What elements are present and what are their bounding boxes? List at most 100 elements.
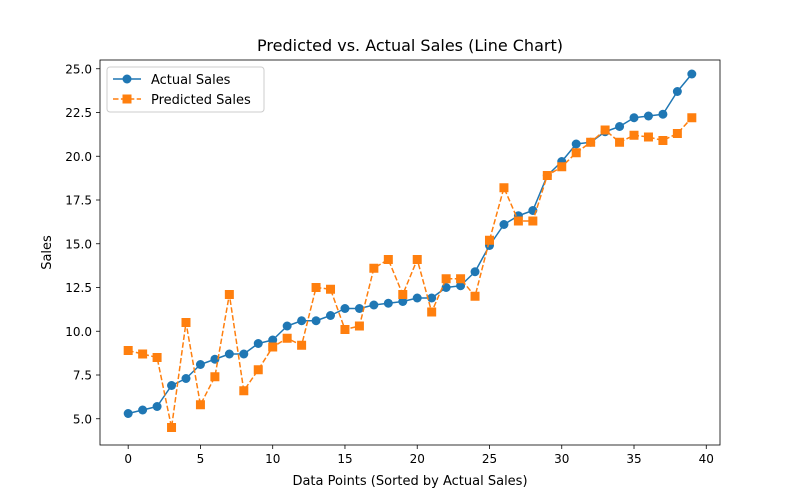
data-point-predicted-sales	[528, 216, 538, 226]
data-point-actual-sales	[297, 316, 307, 326]
data-point-actual-sales	[282, 321, 292, 331]
x-tick-label: 30	[554, 452, 569, 466]
legend-marker-predicted	[122, 94, 132, 104]
data-point-actual-sales	[239, 349, 249, 359]
data-point-predicted-sales	[224, 290, 234, 299]
x-tick-label: 15	[337, 452, 352, 466]
data-point-actual-sales	[354, 304, 364, 313]
y-tick-label: 5.0	[73, 412, 92, 426]
y-axis-label: Sales	[40, 235, 55, 270]
data-point-predicted-sales	[268, 342, 278, 352]
data-point-actual-sales	[398, 297, 408, 306]
data-point-predicted-sales	[412, 255, 422, 264]
data-point-predicted-sales	[282, 333, 292, 343]
data-point-predicted-sales	[571, 148, 581, 158]
data-point-predicted-sales	[369, 263, 379, 273]
data-point-actual-sales	[470, 267, 480, 277]
data-point-actual-sales	[167, 381, 177, 390]
data-point-predicted-sales	[513, 216, 523, 226]
plot-data	[123, 69, 697, 432]
data-point-actual-sales	[615, 122, 625, 131]
y-tick-label: 20.0	[65, 150, 92, 164]
data-point-predicted-sales	[441, 274, 451, 284]
data-point-predicted-sales	[311, 283, 321, 292]
data-point-predicted-sales	[167, 423, 177, 432]
data-point-actual-sales	[326, 311, 336, 320]
data-point-predicted-sales	[354, 321, 364, 331]
data-point-predicted-sales	[181, 318, 191, 327]
y-tick-label: 25.0	[65, 62, 92, 76]
data-point-predicted-sales	[484, 235, 494, 245]
legend: Actual Sales Predicted Sales	[106, 66, 265, 113]
data-point-actual-sales	[268, 335, 278, 345]
data-point-predicted-sales	[687, 113, 697, 123]
data-point-predicted-sales	[629, 130, 639, 140]
data-point-actual-sales	[499, 220, 509, 229]
data-point-predicted-sales	[427, 307, 437, 317]
data-point-actual-sales	[629, 113, 639, 123]
x-tick-label: 40	[699, 452, 714, 466]
series-line-predicted-sales	[128, 117, 693, 429]
data-point-actual-sales	[672, 87, 682, 96]
data-point-actual-sales	[123, 409, 133, 418]
data-point-actual-sales	[383, 298, 393, 308]
x-tick-label: 10	[265, 452, 280, 466]
x-tick-label: 25	[482, 452, 497, 466]
y-tick-label: 17.5	[65, 194, 92, 208]
data-point-actual-sales	[456, 281, 466, 291]
data-point-predicted-sales	[456, 274, 466, 284]
data-point-predicted-sales	[600, 125, 610, 135]
data-point-actual-sales	[253, 339, 263, 348]
data-point-actual-sales	[152, 402, 162, 411]
data-point-predicted-sales	[499, 183, 509, 193]
legend-box	[106, 66, 265, 113]
chart-title: Predicted vs. Actual Sales (Line Chart)	[257, 36, 563, 55]
x-axis-label: Data Points (Sorted by Actual Sales)	[292, 474, 527, 489]
data-point-predicted-sales	[542, 171, 552, 180]
data-point-actual-sales	[138, 405, 148, 415]
y-tick-label: 7.5	[73, 369, 92, 383]
data-point-actual-sales	[311, 316, 321, 326]
data-point-actual-sales	[658, 109, 668, 119]
data-point-actual-sales	[643, 111, 653, 121]
data-point-actual-sales	[195, 360, 205, 369]
data-point-predicted-sales	[326, 284, 336, 294]
data-point-actual-sales	[181, 374, 191, 383]
data-point-predicted-sales	[138, 349, 148, 359]
data-point-predicted-sales	[672, 129, 682, 138]
data-point-predicted-sales	[239, 386, 249, 396]
y-axis: 5.0 7.5 10.0 12.5 15.0 17.5 20.0 22.5 25.0	[65, 62, 100, 426]
data-point-actual-sales	[340, 304, 350, 313]
x-axis: 0 5 10 15 20 25 30 35 40	[124, 445, 714, 466]
data-point-predicted-sales	[297, 340, 307, 350]
y-tick-label: 15.0	[65, 237, 92, 251]
data-point-predicted-sales	[210, 372, 220, 382]
data-point-actual-sales	[687, 69, 697, 79]
data-point-predicted-sales	[398, 290, 408, 299]
data-point-predicted-sales	[658, 136, 668, 145]
data-point-actual-sales	[427, 293, 437, 303]
data-point-predicted-sales	[340, 325, 350, 334]
y-tick-label: 22.5	[65, 106, 92, 120]
data-point-actual-sales	[412, 293, 422, 303]
data-point-actual-sales	[210, 354, 220, 364]
x-tick-label: 20	[410, 452, 425, 466]
x-tick-label: 35	[626, 452, 641, 466]
data-point-predicted-sales	[557, 162, 567, 172]
data-point-predicted-sales	[615, 137, 625, 147]
data-point-actual-sales	[369, 300, 379, 310]
data-point-predicted-sales	[470, 291, 480, 301]
data-point-predicted-sales	[643, 132, 653, 142]
legend-label-actual: Actual Sales	[151, 73, 231, 88]
y-tick-label: 10.0	[65, 325, 92, 339]
data-point-predicted-sales	[123, 346, 133, 355]
data-point-predicted-sales	[383, 255, 393, 264]
legend-label-predicted: Predicted Sales	[151, 93, 251, 108]
data-point-predicted-sales	[195, 400, 205, 410]
plot-frame	[99, 59, 721, 446]
data-point-predicted-sales	[152, 353, 162, 362]
y-tick-label: 12.5	[65, 281, 92, 295]
data-point-predicted-sales	[253, 365, 263, 375]
